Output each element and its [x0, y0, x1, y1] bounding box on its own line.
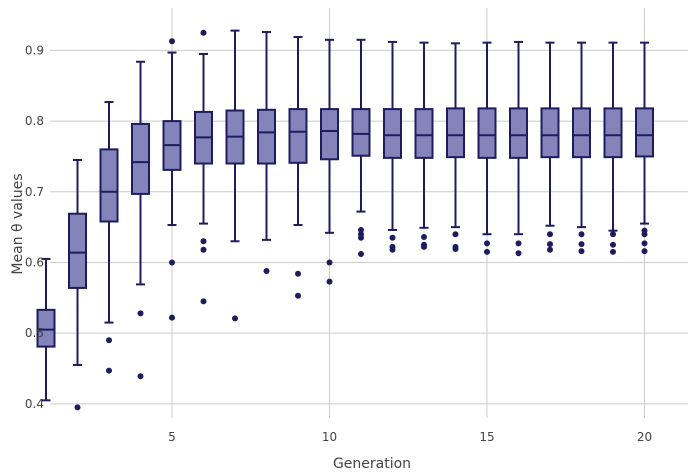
- box-iqr: [288, 108, 308, 164]
- box-generation-11: [351, 38, 371, 257]
- box-generation-4: [131, 60, 150, 380]
- grid-lines: [50, 8, 688, 418]
- outlier-point: [515, 240, 522, 247]
- outlier-point: [358, 234, 364, 241]
- box-generation-13: [414, 41, 434, 250]
- y-tick-label: 0.8: [25, 114, 44, 128]
- box-iqr: [383, 108, 402, 159]
- box-iqr: [540, 107, 560, 159]
- box-iqr: [131, 122, 150, 195]
- box-iqr: [414, 108, 434, 159]
- box-generation-2: [68, 158, 87, 411]
- outlier-point: [169, 38, 175, 45]
- box-iqr: [257, 108, 276, 165]
- outlier-point: [578, 248, 585, 255]
- box-generation-14: [446, 42, 465, 253]
- box-generation-12: [383, 40, 402, 253]
- box-generation-9: [288, 35, 308, 299]
- box-iqr: [509, 107, 528, 159]
- x-tick-label: 10: [322, 430, 337, 444]
- box-generation-1: [36, 257, 56, 402]
- outlier-point: [484, 240, 490, 247]
- outlier-point: [484, 248, 490, 255]
- outlier-point: [200, 246, 207, 253]
- outlier-point: [200, 29, 207, 36]
- box-generation-20: [635, 41, 654, 255]
- outlier-point: [200, 298, 207, 305]
- y-tick-label: 0.4: [25, 397, 44, 411]
- outlier-point: [578, 231, 585, 238]
- box-iqr: [446, 107, 465, 159]
- y-axis-title: Mean θ values: [10, 173, 26, 274]
- outlier-point: [106, 337, 112, 344]
- y-tick-label: 0.7: [25, 185, 44, 199]
- y-axis-ticks: 0.4 0.5 0.6 0.7 0.8 0.9: [25, 43, 44, 410]
- outlier-point: [169, 259, 175, 266]
- outlier-point: [452, 246, 459, 253]
- box-iqr: [635, 107, 654, 158]
- box-iqr: [99, 148, 119, 223]
- outlier-point: [610, 231, 616, 238]
- outlier-point: [137, 310, 144, 317]
- box-generation-8: [257, 31, 276, 274]
- box-iqr: [68, 212, 87, 289]
- x-tick-label: 5: [168, 430, 176, 444]
- outlier-point: [610, 241, 616, 248]
- outlier-point: [578, 241, 585, 248]
- outlier-point: [421, 234, 427, 241]
- box-generation-18: [572, 41, 591, 255]
- outlier-point: [547, 231, 553, 238]
- box-generation-6: [194, 29, 213, 305]
- box-generation-15: [477, 41, 497, 255]
- outlier-point: [169, 314, 175, 321]
- outlier-point: [547, 246, 553, 253]
- outlier-point: [326, 259, 333, 266]
- outlier-point: [326, 278, 333, 285]
- outlier-point: [74, 404, 81, 411]
- box-iqr: [477, 107, 497, 159]
- box-generation-3: [99, 101, 119, 374]
- box-generation-16: [509, 40, 528, 257]
- y-tick-label: 0.6: [25, 255, 44, 269]
- x-tick-label: 20: [637, 430, 652, 444]
- box-generation-5: [162, 38, 182, 321]
- outlier-point: [358, 226, 364, 233]
- outlier-point: [389, 234, 396, 241]
- outlier-point: [610, 248, 616, 255]
- x-axis-ticks: 5 10 15 20: [168, 430, 652, 444]
- box-generation-17: [540, 41, 560, 253]
- outlier-point: [641, 248, 648, 255]
- box-generation-10: [320, 38, 339, 285]
- x-tick-label: 15: [479, 430, 494, 444]
- outlier-point: [137, 373, 144, 380]
- outlier-point: [421, 243, 427, 250]
- box-iqr: [36, 308, 56, 348]
- box-iqr: [351, 108, 371, 157]
- outlier-point: [641, 231, 648, 238]
- box-iqr: [572, 107, 591, 159]
- y-tick-label: 0.5: [25, 326, 44, 340]
- outlier-point: [641, 240, 648, 247]
- outlier-point: [232, 315, 238, 322]
- box-iqr: [603, 107, 623, 159]
- outlier-point: [263, 267, 270, 274]
- y-tick-label: 0.9: [25, 43, 44, 57]
- box-series: [36, 29, 654, 411]
- outlier-point: [295, 270, 301, 277]
- box-iqr: [320, 108, 339, 161]
- outlier-point: [389, 246, 396, 253]
- outlier-point: [295, 292, 301, 299]
- outlier-point: [200, 238, 207, 245]
- outlier-point: [106, 367, 112, 374]
- outlier-point: [452, 231, 459, 238]
- outlier-point: [547, 241, 553, 248]
- box-generation-7: [225, 29, 245, 322]
- outlier-point: [515, 250, 522, 257]
- x-axis-title: Generation: [333, 456, 411, 472]
- outlier-point: [358, 251, 364, 257]
- box-generation-19: [603, 41, 623, 255]
